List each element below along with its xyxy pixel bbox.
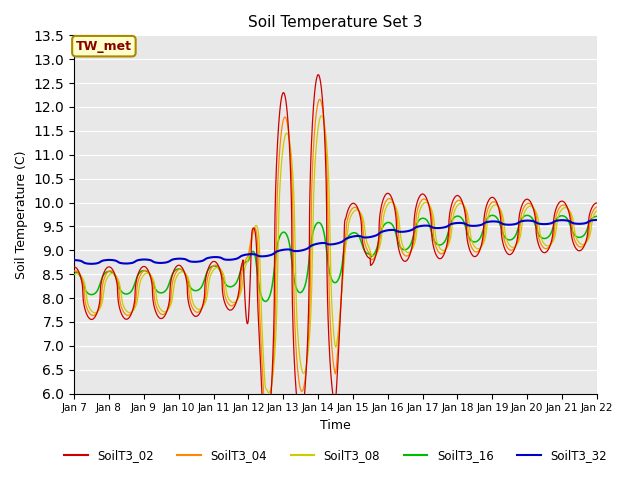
Legend: SoilT3_02, SoilT3_04, SoilT3_08, SoilT3_16, SoilT3_32: SoilT3_02, SoilT3_04, SoilT3_08, SoilT3_… bbox=[60, 444, 612, 467]
Title: Soil Temperature Set 3: Soil Temperature Set 3 bbox=[248, 15, 423, 30]
Text: TW_met: TW_met bbox=[76, 40, 132, 53]
X-axis label: Time: Time bbox=[320, 419, 351, 432]
Y-axis label: Soil Temperature (C): Soil Temperature (C) bbox=[15, 150, 28, 279]
